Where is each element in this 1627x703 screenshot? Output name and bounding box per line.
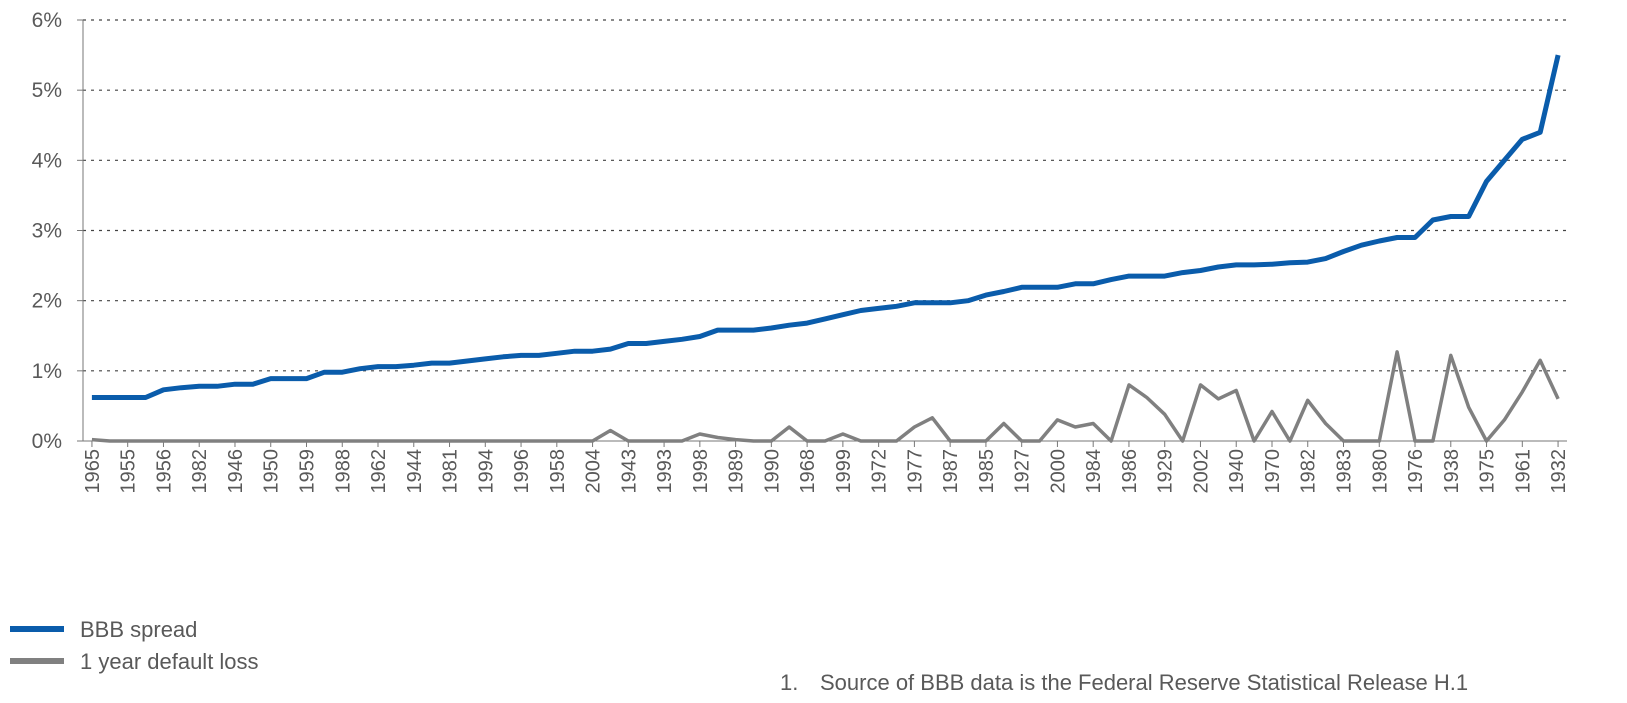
legend-label: 1 year default loss: [80, 649, 259, 674]
line-series: [91, 350, 1560, 443]
y-tick-label: 4%: [32, 149, 62, 172]
x-tick-label: 1927: [1012, 449, 1034, 494]
x-tick-label: 1946: [225, 449, 247, 494]
y-tick-label: 2%: [32, 290, 62, 313]
x-tick-label: 1972: [869, 449, 891, 494]
footnote: Source of BBB data is the Federal Reserv…: [820, 670, 1468, 695]
x-tick-label: 1981: [440, 449, 462, 494]
footnote-number: 1.: [780, 670, 798, 695]
x-tick-label: 1976: [1405, 449, 1427, 494]
x-tick-label: 1968: [797, 449, 819, 494]
x-tick-label: 1982: [1298, 449, 1320, 494]
y-tick-label: 3%: [32, 220, 62, 243]
x-tick-label: 1965: [82, 449, 104, 494]
x-tick-label: 1993: [654, 449, 676, 494]
x-tick-label: 1943: [618, 449, 640, 494]
x-tick-label: 1959: [296, 449, 318, 494]
line-series: [91, 54, 1561, 400]
legend-label: BBB spread: [80, 617, 197, 642]
x-tick-label: 1985: [976, 449, 998, 494]
x-tick-label: 1950: [261, 449, 283, 494]
y-tick-label: 6%: [32, 9, 62, 32]
y-tick-label: 5%: [32, 79, 62, 102]
x-tick-label: 1984: [1083, 449, 1105, 494]
x-tick-label: 1987: [940, 449, 962, 494]
x-tick-label: 1990: [761, 449, 783, 494]
x-tick-label: 1932: [1548, 449, 1570, 494]
x-tick-label: 1998: [690, 449, 712, 494]
x-tick-label: 1975: [1477, 449, 1499, 494]
y-tick-label: 1%: [32, 360, 62, 383]
x-tick-label: 1940: [1226, 449, 1248, 494]
x-tick-label: 1982: [189, 449, 211, 494]
x-tick-label: 1962: [368, 449, 390, 494]
x-tick-label: 1938: [1441, 449, 1463, 494]
x-tick-label: 1999: [833, 449, 855, 494]
x-tick-label: 1929: [1155, 449, 1177, 494]
x-tick-label: 1980: [1369, 449, 1391, 494]
x-tick-label: 1977: [904, 449, 926, 494]
x-tick-label: 2004: [583, 449, 605, 494]
x-tick-label: 2000: [1047, 449, 1069, 494]
x-tick-label: 2002: [1190, 449, 1212, 494]
x-tick-label: 1970: [1262, 449, 1284, 494]
x-tick-label: 1989: [726, 449, 748, 494]
x-tick-label: 1983: [1334, 449, 1356, 494]
x-tick-label: 1986: [1119, 449, 1141, 494]
x-tick-label: 1988: [332, 449, 354, 494]
x-tick-label: 1994: [475, 449, 497, 494]
x-tick-label: 1958: [547, 449, 569, 494]
x-tick-label: 1996: [511, 449, 533, 494]
x-tick-label: 1961: [1512, 449, 1534, 494]
y-tick-label: 0%: [32, 430, 62, 453]
x-tick-label: 1956: [153, 449, 175, 494]
x-tick-label: 1955: [118, 449, 140, 494]
x-tick-label: 1944: [404, 449, 426, 494]
